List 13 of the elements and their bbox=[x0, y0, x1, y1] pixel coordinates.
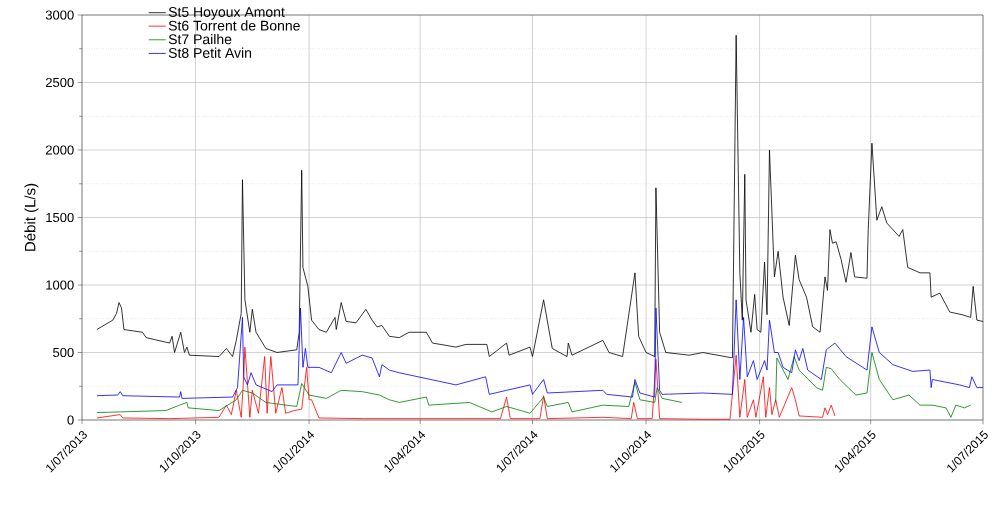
y-tick-label: 500 bbox=[53, 347, 74, 358]
y-tick-label: 2000 bbox=[45, 145, 74, 155]
y-tick-label: 1000 bbox=[46, 280, 74, 290]
line-series bbox=[96, 299, 983, 399]
legend-label: St7 Pailhe bbox=[168, 33, 232, 45]
legend-label: St6 Torrent de Bonne bbox=[168, 20, 300, 31]
legend-label: St8 Petit Avin bbox=[168, 47, 252, 58]
y-tick-label: 3000 bbox=[45, 10, 74, 20]
y-axis-title: Débit (L/s) bbox=[24, 183, 39, 251]
legend-label: St5 Hoyoux Amont bbox=[168, 7, 285, 20]
y-tick-label: 0 bbox=[67, 415, 74, 425]
y-tick-label: 1500 bbox=[46, 212, 74, 223]
y-tick-label: 2500 bbox=[45, 77, 74, 88]
